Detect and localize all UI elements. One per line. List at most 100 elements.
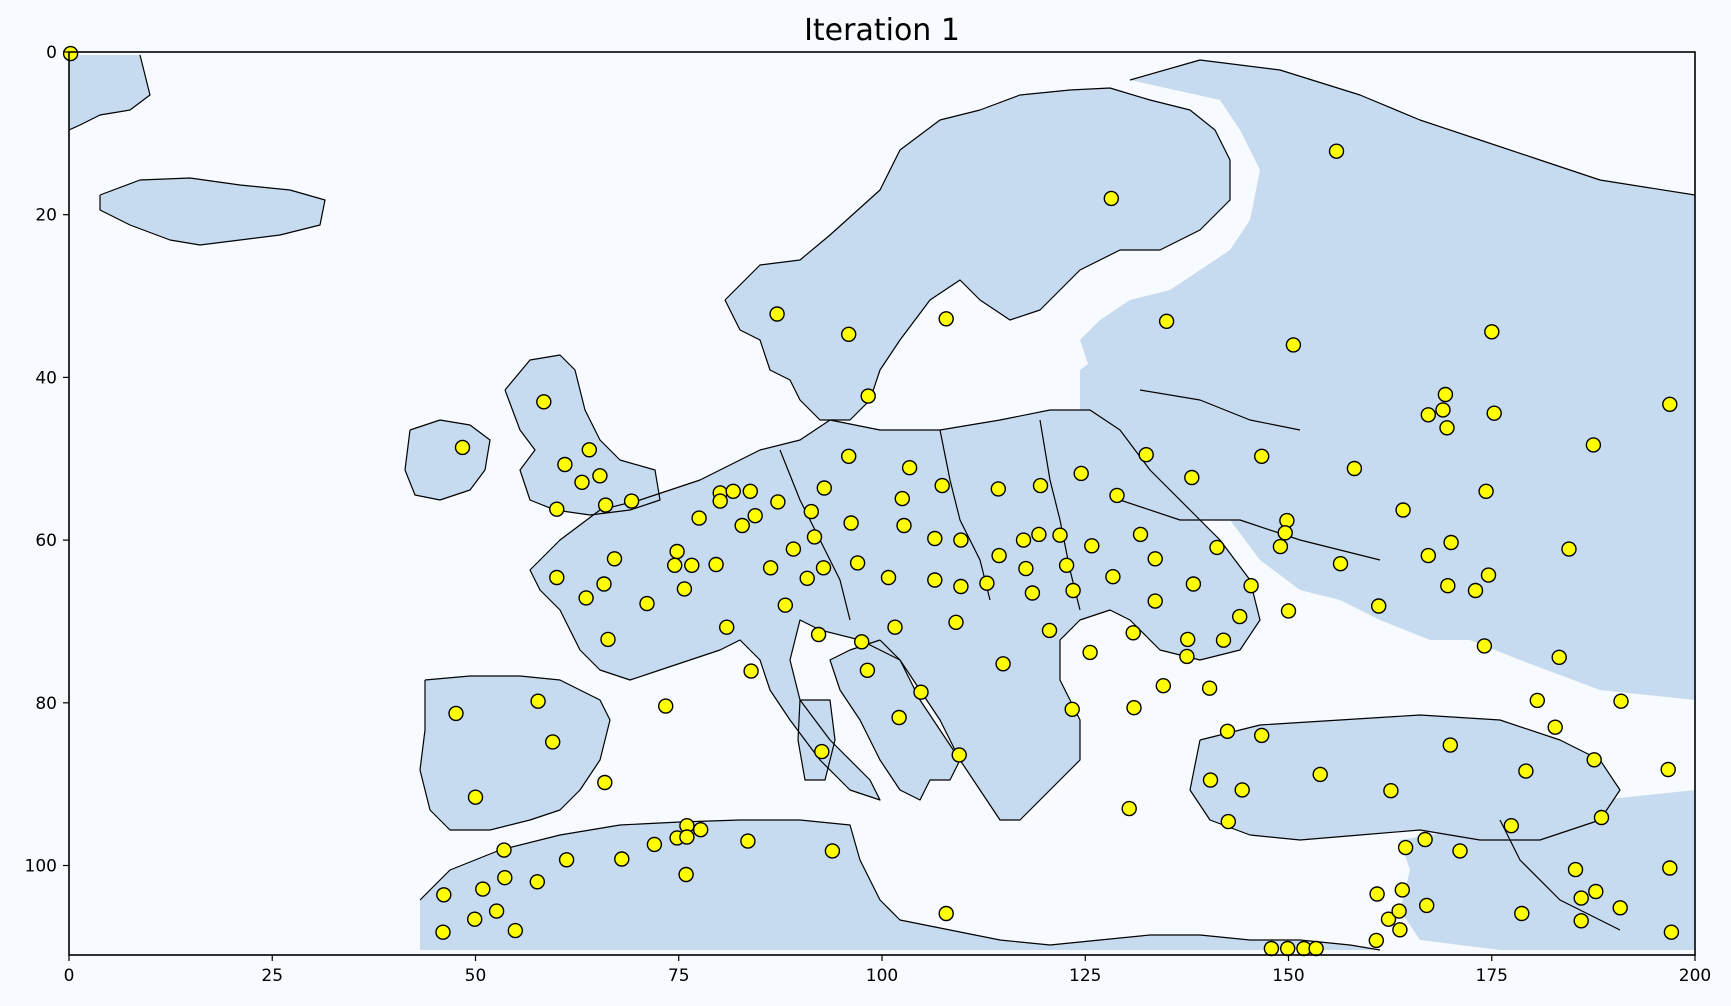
scatter-point-58	[1015, 532, 1032, 548]
land-ireland	[405, 420, 490, 500]
scatter-point-132	[545, 734, 561, 750]
scatter-point-12	[1420, 407, 1437, 423]
scatter-point-2	[1103, 190, 1120, 207]
scatter-point-7	[1285, 337, 1302, 353]
scatter-point-96	[1024, 585, 1041, 601]
scatter-point-121	[913, 684, 929, 700]
scatter-point-19	[557, 456, 573, 473]
coastline-anatolia	[1189, 714, 1621, 841]
scatter-point-14	[1439, 420, 1455, 436]
scatter-point-186	[1392, 922, 1408, 938]
scatter-point-17	[454, 439, 471, 456]
scatter-point-57	[953, 532, 969, 548]
scatter-point-85	[927, 572, 943, 588]
scatter-point-33	[712, 493, 728, 509]
scatter-point-4	[841, 326, 857, 342]
scatter-point-139	[597, 774, 613, 791]
scatter-point-178	[1391, 903, 1407, 919]
scatter-point-154	[1417, 831, 1433, 848]
y-axis: 0 20 40 60 80 100	[25, 43, 69, 877]
land-anatolia	[1190, 715, 1620, 840]
scatter-point-125	[658, 698, 674, 714]
coastline-iberia	[419, 675, 611, 831]
scatter-point-98	[1147, 593, 1163, 609]
x-tick-label-0: 0	[64, 966, 75, 986]
scatter-point-102	[639, 595, 655, 612]
scatter-point-80	[1420, 547, 1437, 564]
scatter-point-105	[600, 631, 616, 648]
coastline-sardinia	[797, 699, 836, 781]
y-tick-label-4: 80	[35, 694, 57, 714]
x-tick-label-2: 50	[465, 966, 487, 986]
coastline-great-britain	[504, 354, 661, 516]
scatter-point-177	[1380, 911, 1397, 927]
scatter-point-28	[597, 497, 614, 513]
scatter-point-76	[1018, 560, 1034, 577]
scatter-point-46	[747, 508, 763, 524]
y-tick-label-3: 60	[35, 531, 57, 551]
scatter-point-114	[1476, 638, 1493, 654]
scatter-point-167	[475, 881, 491, 897]
scatter-point-88	[1105, 569, 1121, 585]
scatter-point-157	[496, 842, 512, 858]
scatter-point-179	[1418, 897, 1435, 914]
border-east-2	[1119, 499, 1381, 561]
scatter-point-176	[938, 905, 954, 922]
scatter-point-128	[1529, 692, 1546, 709]
scatter-point-68	[606, 551, 623, 567]
scatter-point-45	[734, 517, 750, 534]
scatter-point-149	[1220, 813, 1237, 830]
scatter-point-36	[934, 477, 950, 494]
scatter-point-37	[990, 481, 1006, 497]
scatter-point-180	[1514, 905, 1530, 922]
scatter-point-109	[887, 619, 903, 635]
scatter-point-70	[684, 557, 700, 573]
scatter-point-23	[901, 460, 918, 476]
scatter-point-137	[814, 743, 830, 760]
scatter-point-26	[1585, 437, 1602, 453]
scatter-point-92	[1480, 567, 1497, 583]
scatter-point-13	[1435, 402, 1451, 418]
scatter-point-0	[62, 45, 79, 62]
scatter-point-135	[1442, 737, 1459, 753]
scatter-point-160	[824, 843, 841, 859]
scatter-point-111	[1125, 625, 1141, 641]
scatter-point-126	[1064, 701, 1080, 717]
scatter-point-151	[693, 822, 709, 838]
plot-area	[62, 45, 1696, 957]
scatter-point-63	[1209, 539, 1225, 556]
scatter-point-153	[679, 829, 695, 845]
scatter-points-layer	[62, 45, 1680, 957]
scatter-point-9	[536, 394, 552, 410]
scatter-point-90	[1243, 578, 1259, 594]
scatter-point-171	[1394, 882, 1411, 898]
scatter-point-133	[1219, 723, 1236, 739]
scatter-point-115	[1082, 644, 1098, 661]
scatter-point-74	[849, 555, 866, 571]
scatter-point-91	[1440, 578, 1456, 594]
scatter-point-67	[1561, 541, 1577, 557]
scatter-point-81	[549, 569, 565, 586]
scatter-point-31	[725, 483, 741, 499]
scatter-point-64	[1277, 525, 1293, 541]
scatter-point-43	[1478, 483, 1494, 499]
scatter-point-156	[1593, 809, 1610, 826]
scatter-point-146	[1660, 761, 1676, 778]
scatter-point-79	[1332, 556, 1349, 572]
scatter-point-113	[1215, 632, 1232, 648]
scatter-point-84	[880, 569, 897, 586]
scatter-point-89	[1185, 576, 1202, 592]
scatter-point-49	[894, 490, 910, 507]
scatter-point-72	[762, 560, 779, 576]
scatter-point-142	[1312, 766, 1328, 783]
scatter-point-103	[948, 614, 964, 630]
scatter-point-162	[1452, 843, 1468, 859]
scatter-point-174	[467, 911, 483, 927]
x-tick-label-5: 125	[1069, 966, 1101, 986]
scatter-point-166	[436, 887, 452, 903]
x-tick-label-8: 200	[1679, 966, 1711, 986]
coastline-greenland-fragment	[68, 54, 151, 131]
scatter-point-20	[592, 468, 608, 484]
scatter-point-25	[1253, 448, 1270, 464]
scatter-point-191	[1279, 940, 1296, 957]
